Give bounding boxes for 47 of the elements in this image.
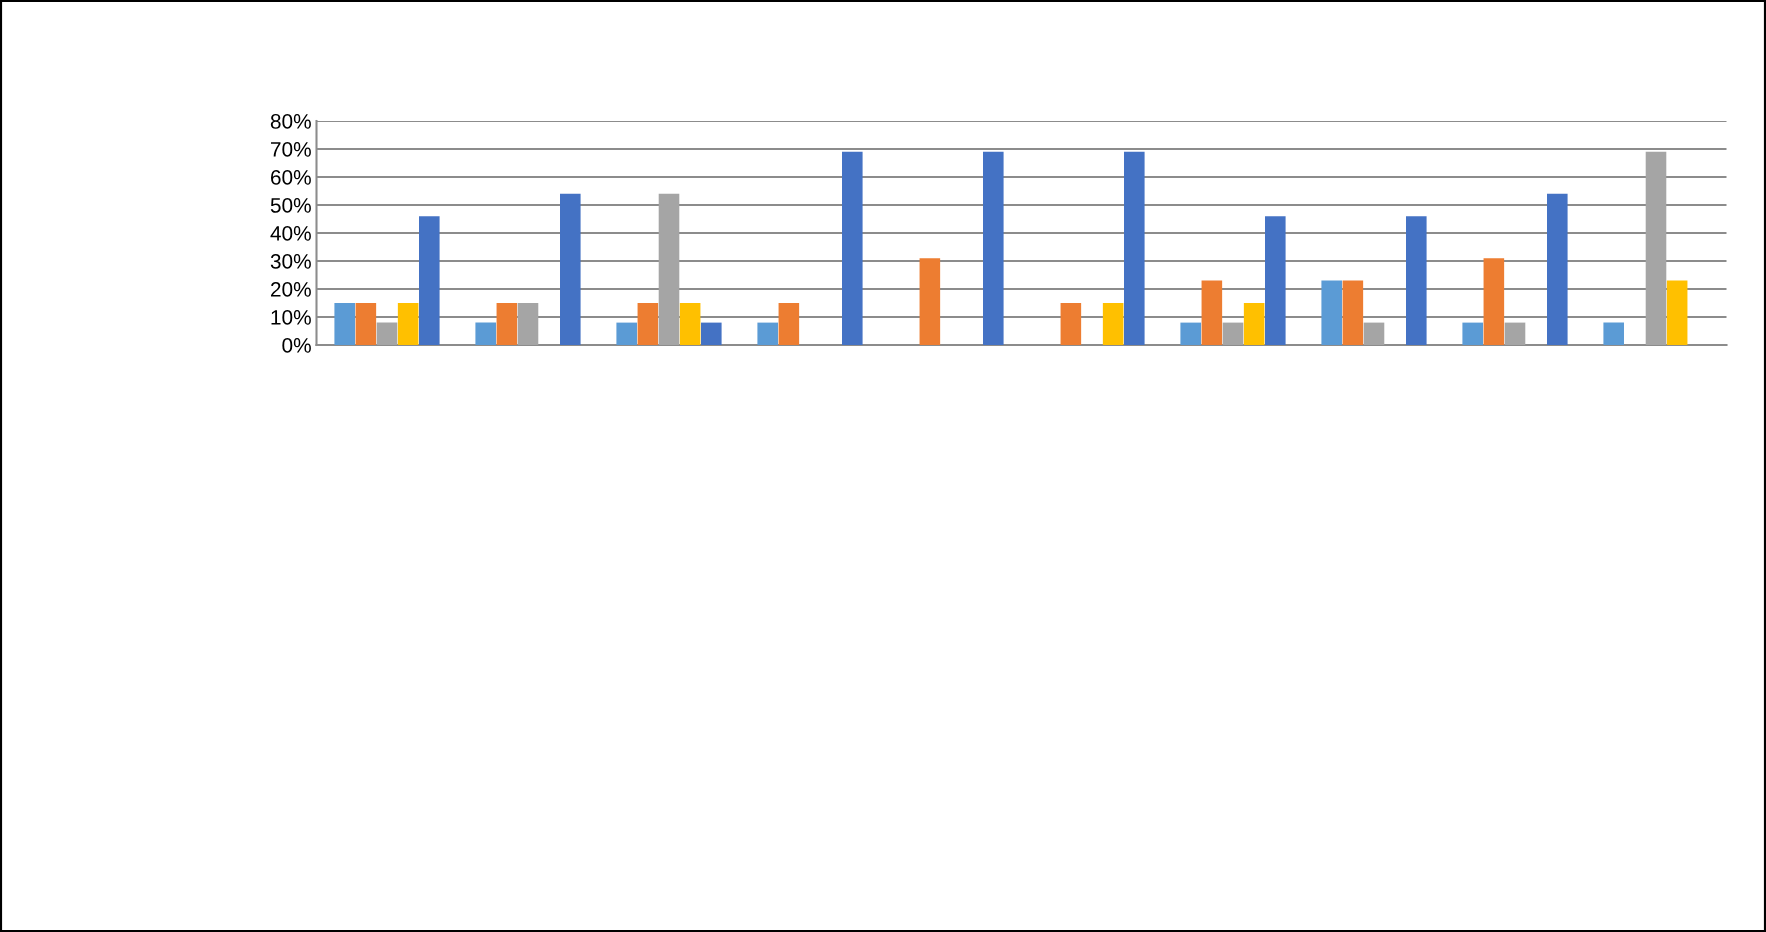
bar [1201,280,1223,345]
bar [376,322,398,345]
bar [1406,216,1427,345]
y-tick-label: 60% [271,170,311,185]
bar [1102,303,1124,345]
y-tick-label: 70% [271,142,311,157]
bar [1645,151,1667,345]
bar [679,303,701,345]
bar [757,322,778,345]
bar [1265,216,1286,345]
bar [1342,280,1364,345]
bar [1603,322,1624,345]
bar [1666,280,1688,345]
bar [419,216,440,345]
bar [1504,322,1526,345]
bar [1363,322,1385,345]
y-tick-label: 0% [282,338,311,353]
y-tick-label: 30% [270,254,311,269]
bar [616,322,637,345]
bar [842,151,863,345]
bar [1462,322,1483,345]
bar [355,303,377,345]
bar [1060,303,1082,345]
bar [1124,151,1145,345]
bar [560,193,581,345]
y-tick-label: 10% [271,310,311,325]
bar [919,258,941,345]
bar [1547,193,1568,345]
y-tick-label: 20% [270,282,311,297]
bar [475,322,496,345]
bar [701,322,722,345]
y-tick-label: 50% [270,198,311,213]
bar [1180,322,1201,345]
bar [334,303,355,345]
bar [658,193,680,345]
bar [496,303,518,345]
y-tick-label: 40% [270,226,311,241]
bar [637,303,659,345]
bar [1483,258,1505,345]
y-tick-label: 80% [270,114,311,129]
bar [397,303,419,345]
bar [983,151,1004,345]
bar [778,303,800,345]
bar [1321,280,1342,345]
bar [1243,303,1265,345]
bar [517,303,539,345]
bar [1222,322,1244,345]
